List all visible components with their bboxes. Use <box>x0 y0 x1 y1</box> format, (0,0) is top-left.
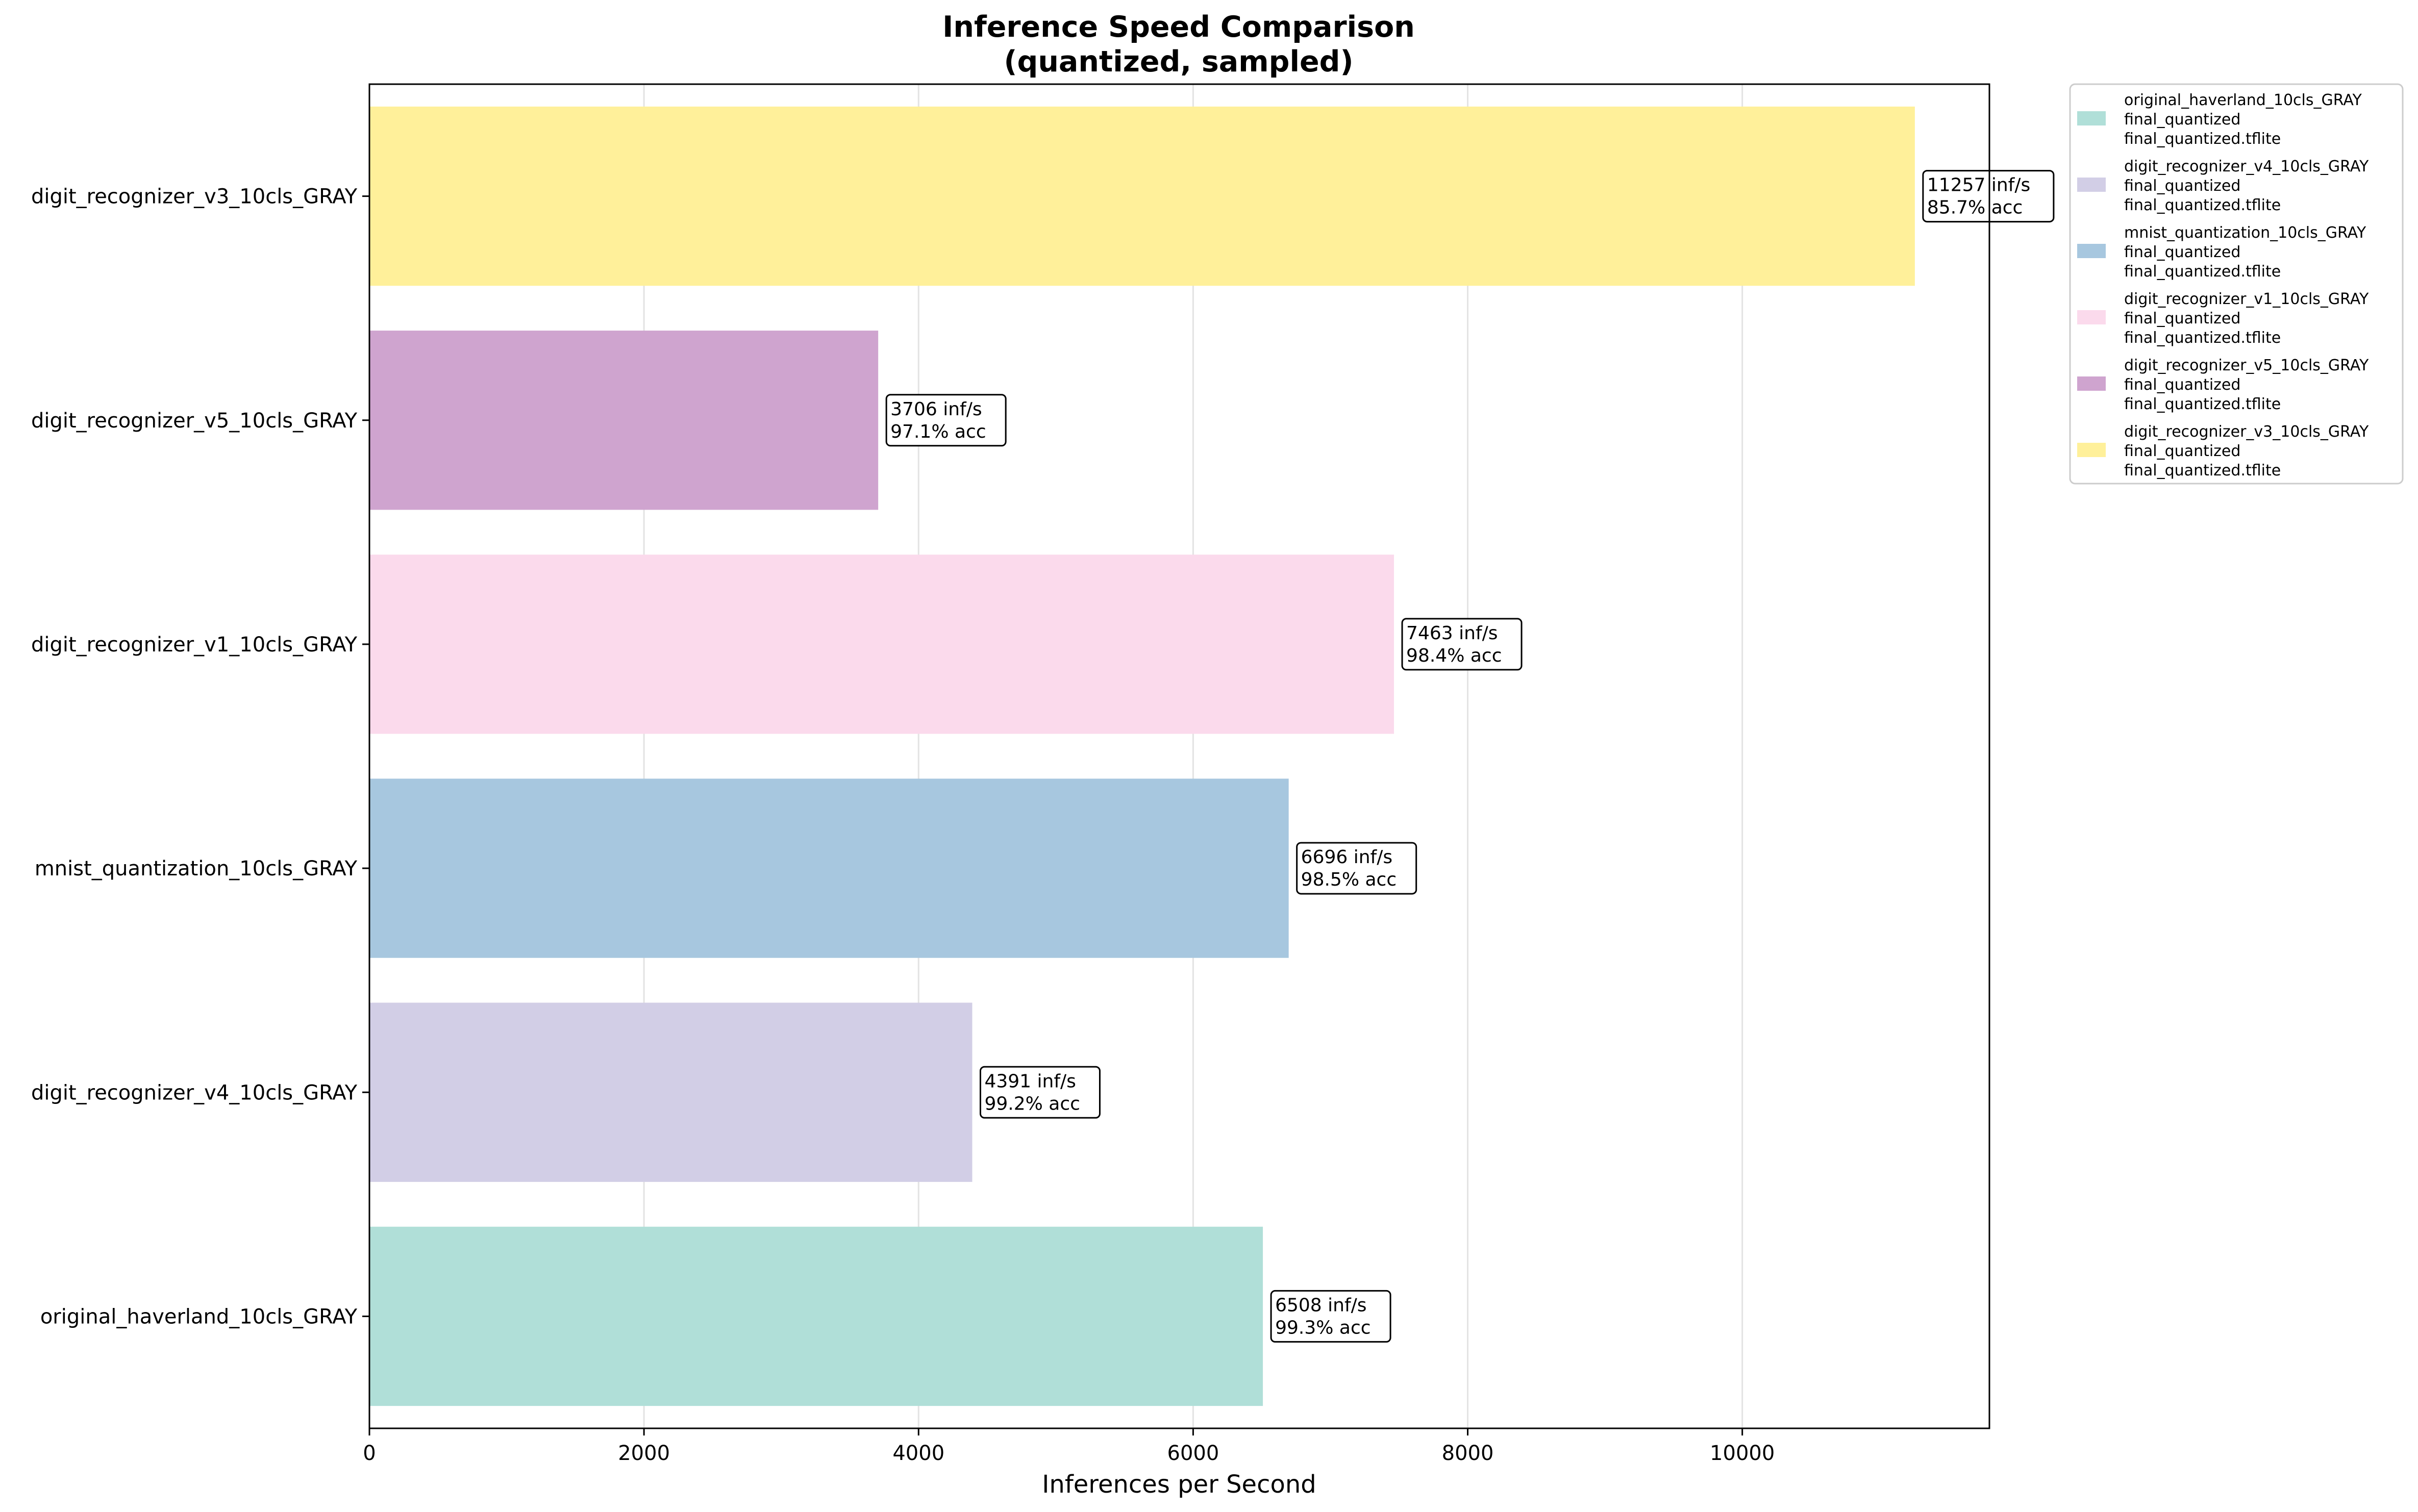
bar <box>369 555 1394 734</box>
legend-swatch <box>2077 310 2106 324</box>
bar <box>369 1002 973 1182</box>
data-label-box <box>1922 170 2055 223</box>
y-tick-label: digit_recognizer_v5_10cls_GRAY <box>31 409 358 433</box>
legend-swatch <box>2077 443 2106 457</box>
legend-entry-text: final_quantized <box>2124 111 2240 129</box>
y-tick-label: digit_recognizer_v4_10cls_GRAY <box>31 1081 358 1104</box>
data-label-box <box>1401 618 1523 671</box>
data-label-speed: 4391 inf/s <box>984 1071 1076 1092</box>
legend-swatch <box>2077 376 2106 391</box>
data-label-accuracy: 99.2% acc <box>984 1093 1080 1114</box>
data-label-accuracy: 99.3% acc <box>1275 1317 1370 1338</box>
bars <box>369 106 1915 1406</box>
data-label-speed: 6508 inf/s <box>1275 1295 1366 1316</box>
legend-entry-text: final_quantized <box>2124 177 2240 195</box>
legend-entry-text: final_quantized <box>2124 310 2240 327</box>
data-label-accuracy: 85.7% acc <box>1927 197 2023 218</box>
data-label-box <box>1270 1290 1391 1343</box>
data-label-speed: 6696 inf/s <box>1301 847 1392 868</box>
y-tick-label: digit_recognizer_v3_10cls_GRAY <box>31 185 358 209</box>
x-tick-label: 4000 <box>892 1442 944 1465</box>
legend-entry-text: final_quantized.tflite <box>2124 130 2281 148</box>
legend-frame <box>2069 83 2404 485</box>
x-tick-label: 10000 <box>1710 1442 1775 1465</box>
grid-lines <box>643 84 1743 1428</box>
bar <box>369 778 1289 958</box>
legend: original_haverland_10cls_GRAY final_quant… <box>2069 83 2404 485</box>
plot-area-frame <box>368 83 1990 1429</box>
y-tick-label: mnist_quantization_10cls_GRAY <box>35 857 358 880</box>
data-label-speed: 7463 inf/s <box>1406 623 1498 644</box>
y-axis-ticks: original_haverland_10cls_GRAY digit_recog… <box>31 185 369 1328</box>
legend-entry-text: final_quantized.tflite <box>2124 329 2281 347</box>
y-tick-label: digit_recognizer_v1_10cls_GRAY <box>31 633 358 657</box>
legend-entry-text: final_quantized <box>2124 243 2240 261</box>
legend-entry-text: final_quantized.tflite <box>2124 196 2281 214</box>
data-labels: 6508 inf/s99.3% acc 4391 inf/s99.2% acc 66… <box>885 170 2055 1343</box>
data-label-accuracy: 98.4% acc <box>1406 645 1502 666</box>
y-tick-label: original_haverland_10cls_GRAY <box>40 1305 358 1328</box>
legend-entry-text: digit_recognizer_v4_10cls_GRAY <box>2124 158 2369 175</box>
legend-swatch <box>2077 111 2106 125</box>
x-tick-label: 6000 <box>1167 1442 1219 1465</box>
chart-subtitle: (quantized, sampled) <box>1004 45 1353 79</box>
legend-entry-text: digit_recognizer_v3_10cls_GRAY <box>2124 423 2369 441</box>
x-tick-label: 2000 <box>618 1442 670 1465</box>
legend-swatch <box>2077 178 2106 192</box>
x-tick-label: 8000 <box>1442 1442 1494 1465</box>
data-label-speed: 3706 inf/s <box>890 399 982 420</box>
data-label-speed: 11257 inf/s <box>1927 175 2030 196</box>
legend-entry-text: digit_recognizer_v1_10cls_GRAY <box>2124 290 2369 308</box>
x-axis-label: Inferences per Second <box>1042 1470 1316 1499</box>
data-label-box <box>1296 842 1417 895</box>
legend-swatch <box>2077 244 2106 258</box>
x-tick-label: 0 <box>363 1442 376 1465</box>
legend-entry-text: final_quantized.tflite <box>2124 263 2281 281</box>
chart-title: Inference Speed Comparison <box>942 10 1415 44</box>
data-label-accuracy: 97.1% acc <box>890 421 986 442</box>
bar <box>369 106 1915 286</box>
data-label-box <box>885 394 1007 447</box>
x-axis-ticks: 0 2000 4000 6000 8000 10000 <box>363 1428 1775 1465</box>
legend-entry-text: final_quantized <box>2124 442 2240 460</box>
bar <box>369 1226 1263 1406</box>
legend-entry-text: final_quantized <box>2124 376 2240 394</box>
bar <box>369 331 879 510</box>
data-label-accuracy: 98.5% acc <box>1301 869 1397 890</box>
data-label-box <box>979 1066 1101 1119</box>
legend-entry-text: digit_recognizer_v5_10cls_GRAY <box>2124 357 2369 374</box>
legend-entry-text: final_quantized.tflite <box>2124 462 2281 480</box>
legend-entry-text: original_haverland_10cls_GRAY <box>2124 91 2362 109</box>
legend-entry-text: final_quantized.tflite <box>2124 395 2281 413</box>
legend-entry-text: mnist_quantization_10cls_GRAY <box>2124 224 2366 242</box>
